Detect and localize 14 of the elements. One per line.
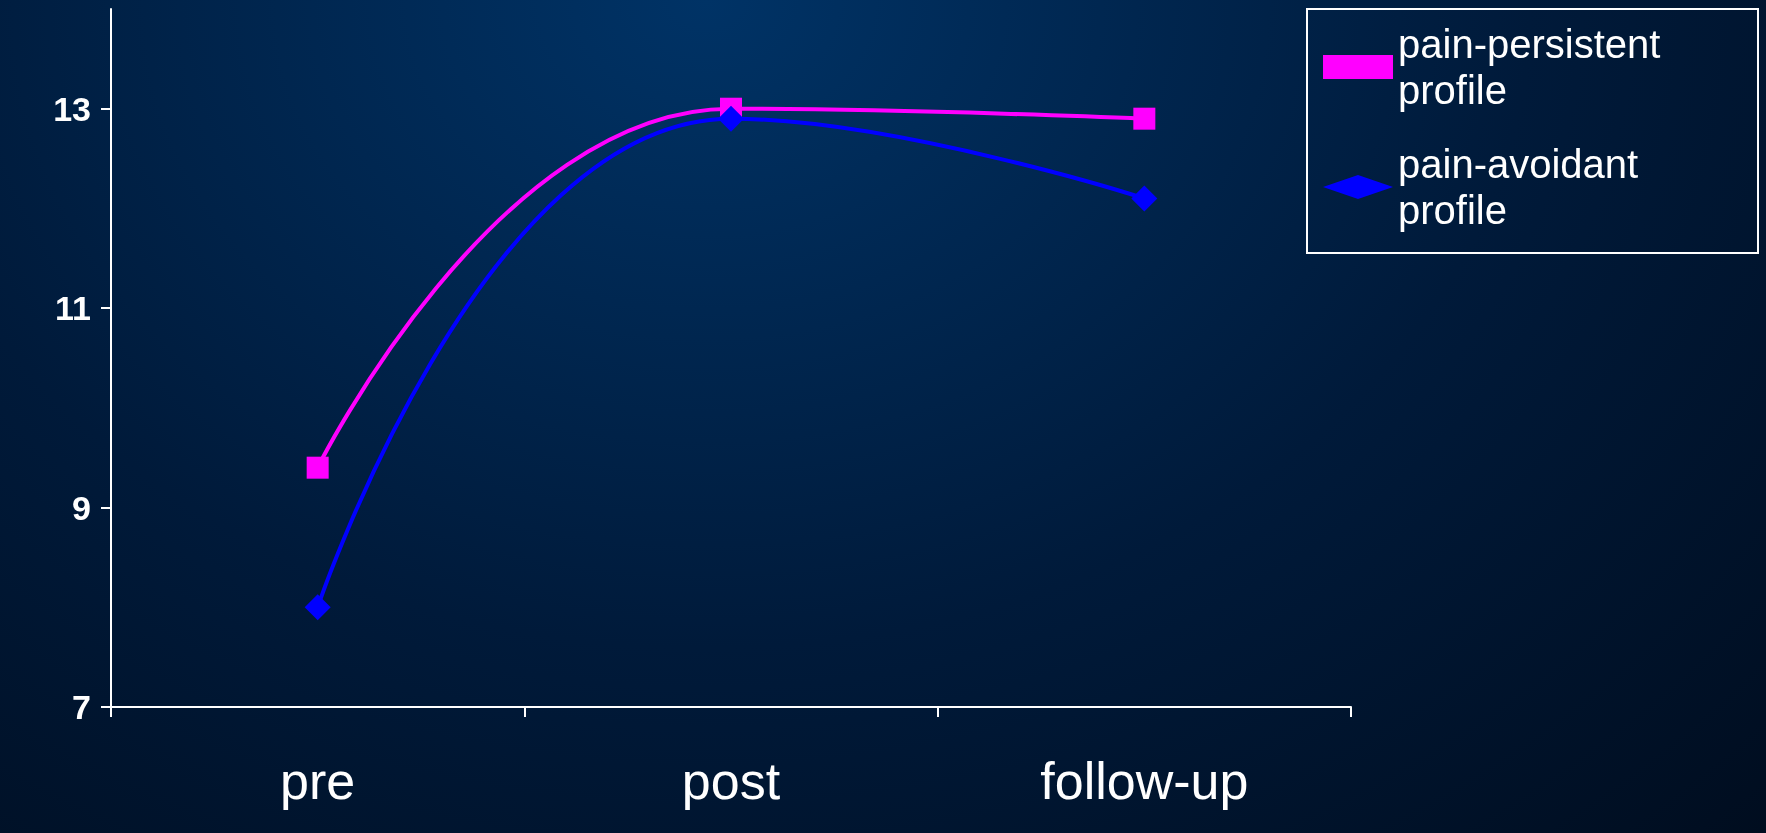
y-tick-label: 9 — [72, 488, 91, 527]
y-tick-label: 11 — [55, 289, 91, 328]
point — [718, 105, 744, 132]
y-tick-label: 13 — [53, 89, 91, 128]
x-tick-label: pre — [280, 752, 356, 810]
y-tick-label: 7 — [72, 688, 91, 726]
point — [1133, 107, 1156, 130]
x-tick-label: post — [681, 752, 781, 810]
point — [1131, 185, 1158, 212]
x-tick-label: follow-up — [1040, 752, 1249, 810]
legend-label: pain-avoidant profile — [1398, 142, 1650, 232]
point — [304, 594, 331, 621]
point — [306, 456, 329, 479]
legend-label: pain-persistent profile — [1398, 22, 1672, 112]
